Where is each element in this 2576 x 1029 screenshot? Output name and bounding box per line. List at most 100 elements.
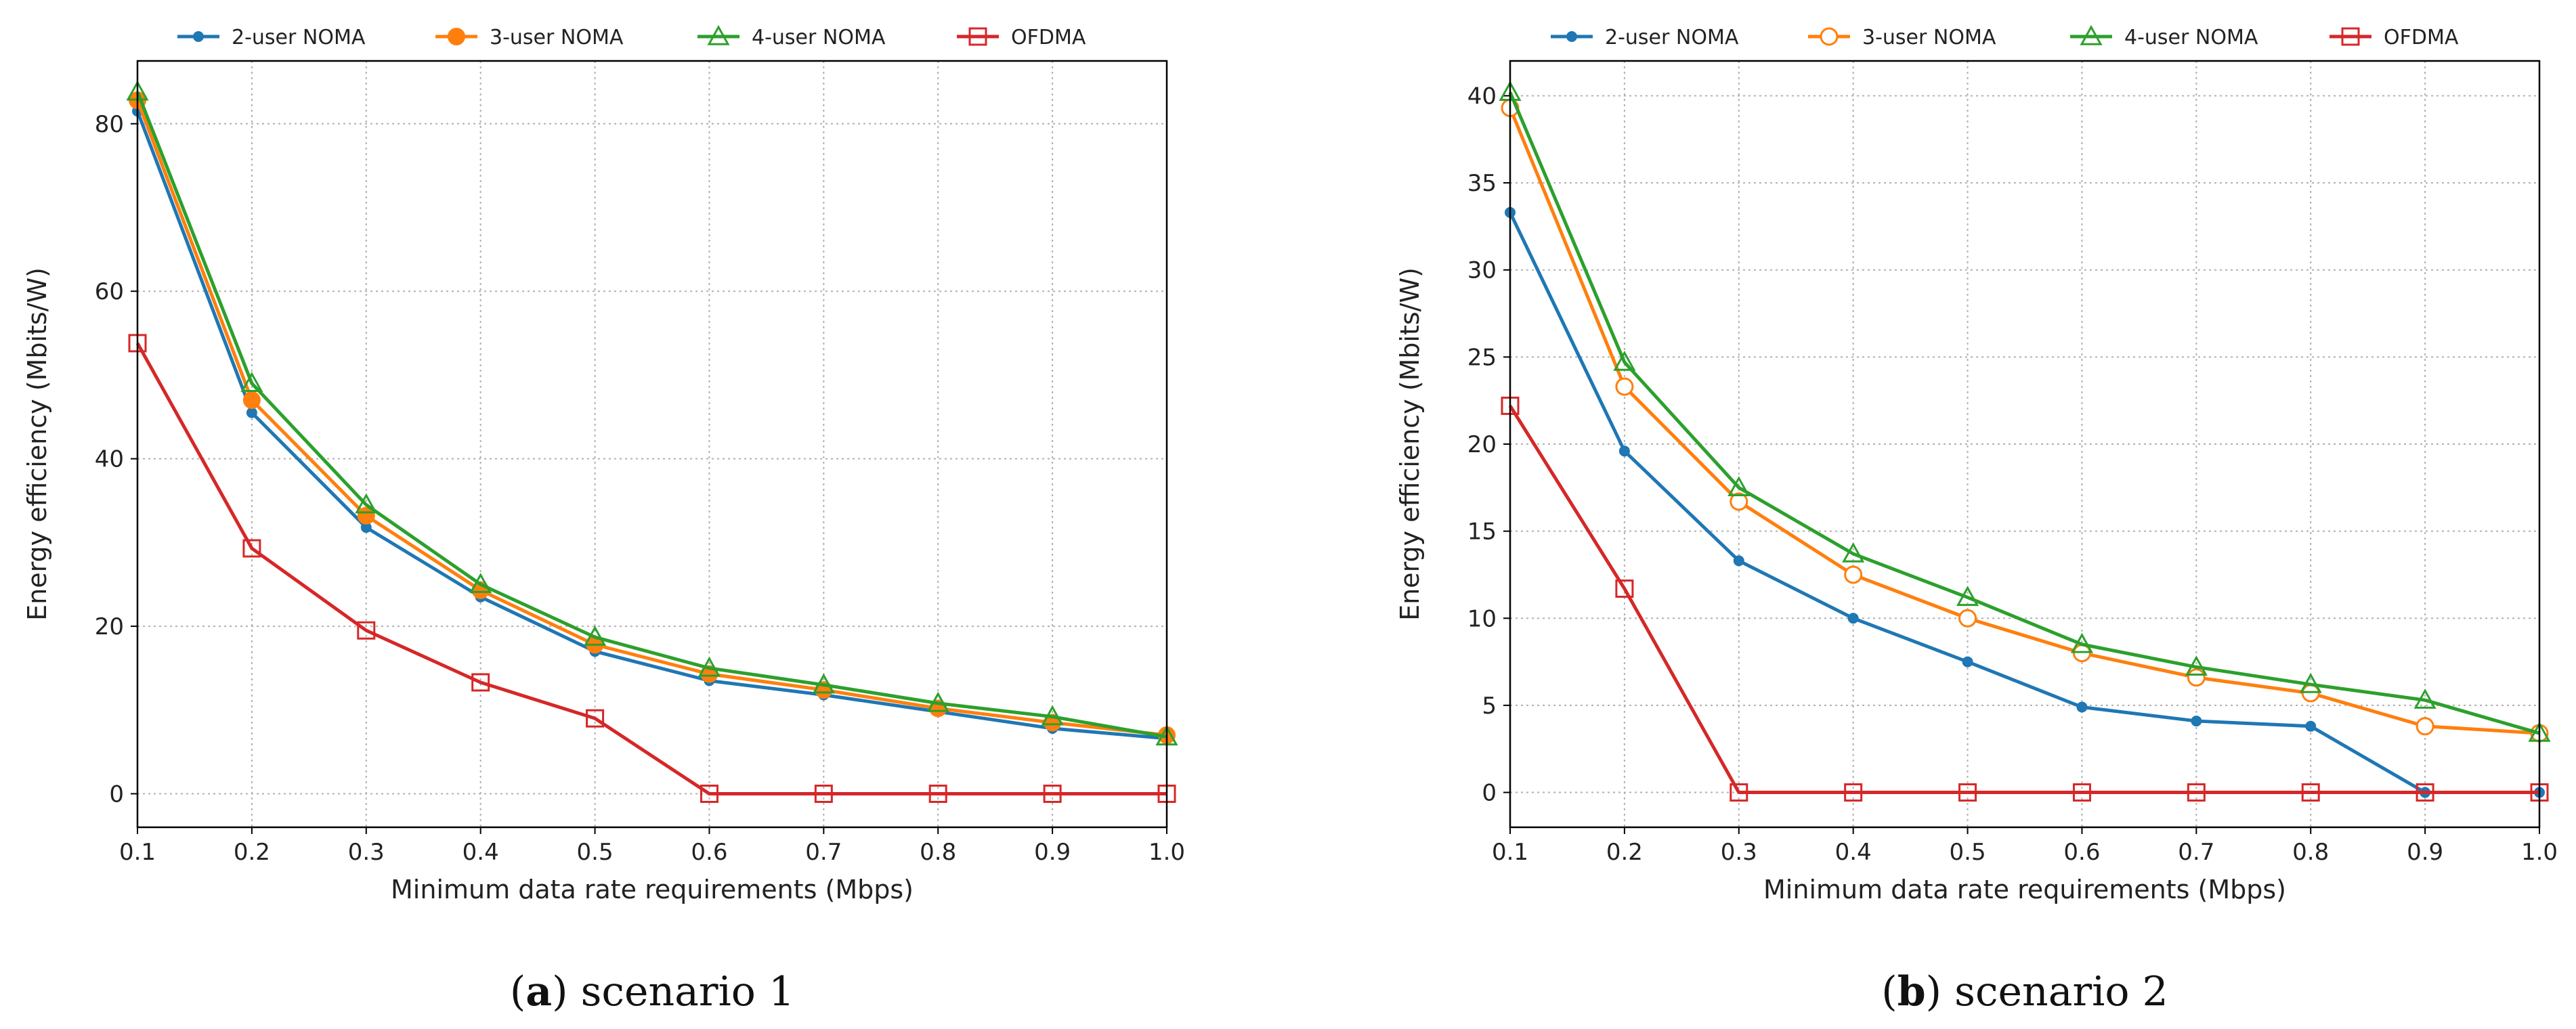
x-tick-label: 0.8 — [2292, 839, 2329, 866]
data-point — [1618, 445, 1630, 457]
legend-label: 4-user NOMA — [2124, 26, 2258, 49]
legend-item: 2-user NOMA — [177, 26, 366, 49]
legend-item: OFDMA — [2330, 26, 2459, 49]
legend-item: 4-user NOMA — [2070, 24, 2258, 49]
data-point — [355, 493, 378, 514]
y-tick-label: 20 — [1467, 431, 1497, 458]
series-2user — [1505, 206, 2545, 798]
caption-paren-open: ( — [510, 968, 525, 1015]
x-tick-label: 0.7 — [2178, 839, 2214, 866]
data-point — [469, 573, 492, 593]
legend-label: 2-user NOMA — [1605, 26, 1739, 49]
legend-label: 4-user NOMA — [752, 26, 886, 49]
y-tick-label: 40 — [1467, 83, 1497, 110]
legend-label: 2-user NOMA — [232, 26, 366, 49]
data-point — [1956, 586, 1979, 607]
y-tick-label: 5 — [1482, 693, 1497, 720]
y-tick-label: 80 — [95, 111, 124, 138]
data-point — [246, 407, 257, 418]
legend: 2-user NOMA 3-user NOMA 4-user NOMA OFDMA — [1551, 24, 2459, 49]
legend-marker — [2341, 27, 2360, 46]
y-tick-label: 0 — [1482, 780, 1497, 807]
y-tick-label: 20 — [95, 613, 124, 640]
data-point — [242, 539, 261, 558]
x-tick-label: 0.5 — [577, 839, 614, 866]
legend-marker — [193, 31, 204, 42]
chart-panel-b: 0.1 0.2 0.3 0.4 0.5 0.6 0.7 0.8 0.9 1.0 0 5 10 15 20 25… — [1395, 24, 2558, 1015]
y-tick-label: 40 — [95, 446, 124, 473]
data-point — [2299, 672, 2322, 693]
data-point — [2185, 655, 2208, 676]
data-point — [2076, 701, 2088, 713]
grid-lines — [1509, 61, 2540, 827]
caption-letter: a — [525, 968, 552, 1015]
x-tick-label: 0.5 — [1950, 839, 1986, 866]
data-point — [2187, 668, 2206, 687]
data-point — [928, 785, 947, 804]
legend-item: 4-user NOMA — [697, 24, 886, 49]
data-point — [2191, 716, 2202, 727]
data-point — [1730, 783, 1748, 802]
data-point — [926, 691, 949, 712]
data-point — [1615, 377, 1634, 396]
series-line — [135, 91, 1167, 739]
data-point — [1613, 350, 1636, 371]
x-tick-label: 0.3 — [348, 839, 385, 866]
caption-letter: b — [1897, 968, 1926, 1015]
data-point — [471, 673, 490, 692]
legend-marker — [448, 28, 465, 45]
legend-item: 3-user NOMA — [435, 26, 624, 49]
data-point — [1958, 609, 1977, 628]
x-axis-title: Minimum data rate requirements (Mbps) — [391, 875, 914, 904]
series-4user — [1499, 81, 2551, 742]
legend-marker — [2080, 24, 2103, 45]
series-2user — [132, 106, 1172, 744]
y-tick-label: 30 — [1467, 257, 1497, 284]
data-point — [1615, 579, 1634, 598]
data-point — [2416, 783, 2434, 802]
data-point — [1041, 705, 1064, 726]
data-point — [1842, 542, 1865, 563]
data-point — [1730, 492, 1748, 511]
series-ofdma — [128, 334, 1176, 804]
x-tick-label: 0.6 — [691, 839, 727, 866]
data-point — [814, 785, 833, 804]
legend-marker — [1820, 27, 1839, 46]
x-tick-label: 0.9 — [1034, 839, 1071, 866]
x-tick-label: 0.2 — [234, 839, 270, 866]
legend-label: 3-user NOMA — [1862, 26, 1996, 49]
caption-paren-close: ) — [552, 968, 567, 1015]
data-point — [700, 785, 718, 804]
data-point — [1962, 656, 1973, 667]
data-point — [357, 621, 376, 640]
plot-frame — [136, 60, 1168, 829]
y-axis-title: Energy efficiency (Mbits/W) — [1395, 267, 1425, 621]
y-tick-label: 0 — [109, 781, 124, 808]
data-point — [584, 626, 607, 646]
x-tick-label: 0.4 — [1835, 839, 1872, 866]
data-point — [697, 656, 721, 677]
series-ofdma — [1501, 396, 2549, 802]
legend: 2-user NOMA 3-user NOMA 4-user NOMA OFDMA — [177, 24, 1086, 49]
series-line — [1508, 107, 2540, 735]
y-tick-label: 35 — [1467, 170, 1497, 197]
legend-item: OFDMA — [957, 26, 1086, 49]
legend-label: OFDMA — [1011, 26, 1086, 49]
x-tick-label: 0.2 — [1606, 839, 1643, 866]
caption-text: scenario 1 — [568, 968, 795, 1015]
y-tick-label: 25 — [1467, 344, 1497, 371]
series-line — [135, 110, 1167, 741]
data-point — [2305, 720, 2317, 732]
legend-item: 3-user NOMA — [1808, 26, 1996, 49]
panel-caption: (a) scenario 1 — [510, 968, 794, 1015]
x-tick-label: 0.9 — [2407, 839, 2443, 866]
y-tick-label: 60 — [95, 278, 124, 305]
legend-label: 3-user NOMA — [490, 26, 624, 49]
caption-paren-close: ) — [1926, 968, 1941, 1015]
data-point — [1958, 783, 1977, 802]
series-line — [1508, 91, 2540, 735]
legend-marker — [707, 24, 730, 45]
series-4user — [126, 80, 1178, 746]
data-point — [1844, 565, 1863, 584]
